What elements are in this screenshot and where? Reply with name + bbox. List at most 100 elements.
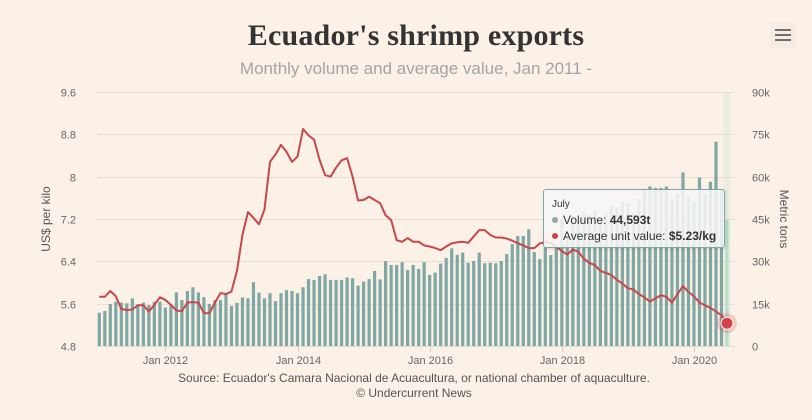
volume-bar[interactable] bbox=[262, 298, 267, 346]
volume-bar[interactable] bbox=[510, 244, 514, 346]
volume-bar[interactable] bbox=[472, 261, 476, 346]
volume-bar[interactable] bbox=[433, 272, 437, 346]
volume-bar[interactable] bbox=[450, 248, 454, 346]
volume-bar[interactable] bbox=[653, 187, 658, 346]
volume-bar[interactable] bbox=[543, 247, 547, 347]
volume-bar[interactable] bbox=[224, 293, 228, 346]
volume-bar[interactable] bbox=[521, 235, 525, 346]
volume-bar[interactable] bbox=[295, 293, 300, 346]
volume-bar[interactable] bbox=[703, 193, 707, 346]
volume-bar[interactable] bbox=[328, 279, 333, 346]
volume-bar[interactable] bbox=[664, 186, 669, 346]
volume-bar[interactable] bbox=[306, 279, 311, 346]
volume-bar[interactable] bbox=[191, 287, 195, 346]
volume-bar[interactable] bbox=[670, 199, 674, 346]
volume-bar[interactable] bbox=[202, 297, 206, 346]
volume-bar[interactable] bbox=[527, 229, 531, 346]
volume-bar[interactable] bbox=[114, 301, 118, 346]
volume-bar[interactable] bbox=[439, 263, 443, 346]
volume-bar[interactable] bbox=[317, 276, 322, 346]
volume-bar[interactable] bbox=[395, 265, 399, 346]
volume-bar[interactable] bbox=[697, 177, 702, 346]
volume-bar[interactable] bbox=[185, 290, 189, 346]
volume-bar[interactable] bbox=[163, 307, 167, 346]
volume-bar[interactable] bbox=[345, 277, 349, 346]
volume-bar[interactable] bbox=[642, 189, 647, 346]
volume-bar[interactable] bbox=[428, 274, 432, 346]
volume-bar[interactable] bbox=[593, 210, 597, 346]
volume-bar[interactable] bbox=[103, 311, 107, 346]
volume-bar[interactable] bbox=[422, 262, 426, 346]
volume-bar[interactable] bbox=[708, 181, 713, 346]
volume-bar[interactable] bbox=[681, 172, 685, 346]
volume-bar[interactable] bbox=[235, 302, 239, 346]
volume-bar[interactable] bbox=[571, 216, 575, 346]
volume-bar[interactable] bbox=[384, 261, 388, 346]
volume-bar[interactable] bbox=[229, 305, 234, 346]
volume-bar[interactable] bbox=[339, 279, 344, 346]
price-marker-highlighted[interactable] bbox=[720, 316, 734, 330]
volume-bar[interactable] bbox=[532, 252, 536, 346]
volume-bar[interactable] bbox=[130, 298, 134, 346]
volume-bar[interactable] bbox=[466, 262, 470, 346]
volume-bar[interactable] bbox=[207, 303, 212, 346]
volume-bar[interactable] bbox=[218, 300, 223, 346]
volume-bar[interactable] bbox=[125, 303, 129, 346]
volume-bar[interactable] bbox=[560, 219, 564, 346]
volume-bar[interactable] bbox=[180, 300, 184, 346]
volume-bar[interactable] bbox=[257, 292, 261, 346]
volume-bar[interactable] bbox=[461, 252, 465, 346]
volume-bar[interactable] bbox=[587, 214, 591, 346]
volume-bar[interactable] bbox=[301, 287, 305, 346]
volume-bar[interactable] bbox=[637, 199, 641, 346]
volume-bar[interactable] bbox=[373, 270, 377, 346]
volume-bar[interactable] bbox=[477, 252, 481, 346]
volume-bar[interactable] bbox=[576, 221, 580, 346]
volume-bar[interactable] bbox=[268, 293, 272, 346]
volume-bar[interactable] bbox=[136, 304, 140, 346]
volume-bar[interactable] bbox=[406, 270, 410, 346]
volume-bar[interactable] bbox=[455, 254, 459, 346]
volume-bar[interactable] bbox=[367, 279, 371, 346]
volume-bar[interactable] bbox=[196, 292, 201, 346]
volume-bar[interactable] bbox=[411, 265, 415, 346]
volume-bar[interactable] bbox=[516, 235, 520, 346]
volume-bar[interactable] bbox=[246, 298, 250, 346]
volume-bar[interactable] bbox=[565, 237, 569, 346]
volume-bar[interactable] bbox=[620, 202, 624, 346]
volume-bar[interactable] bbox=[279, 293, 283, 346]
volume-bar[interactable] bbox=[361, 281, 366, 346]
volume-bar[interactable] bbox=[692, 202, 696, 346]
volume-bar[interactable] bbox=[400, 262, 404, 346]
volume-bar[interactable] bbox=[554, 246, 558, 346]
volume-bar[interactable] bbox=[582, 211, 586, 346]
volume-bar[interactable] bbox=[147, 305, 151, 346]
volume-bar[interactable] bbox=[675, 193, 680, 346]
volume-bar[interactable] bbox=[505, 254, 509, 346]
volume-bar[interactable] bbox=[312, 279, 316, 346]
volume-bar[interactable] bbox=[169, 305, 173, 346]
volume-bar[interactable] bbox=[444, 257, 448, 346]
volume-bar[interactable] bbox=[686, 196, 691, 346]
price-line[interactable] bbox=[99, 128, 728, 324]
volume-bar[interactable] bbox=[549, 255, 553, 346]
volume-bar[interactable] bbox=[499, 261, 503, 346]
volume-bar[interactable] bbox=[97, 312, 101, 346]
volume-bar[interactable] bbox=[538, 259, 542, 346]
volume-bar[interactable] bbox=[108, 303, 112, 346]
volume-bar[interactable] bbox=[659, 187, 663, 346]
volume-bar[interactable] bbox=[273, 301, 278, 346]
volume-bar[interactable] bbox=[378, 279, 382, 346]
volume-bar[interactable] bbox=[494, 263, 498, 346]
volume-bar[interactable] bbox=[604, 213, 608, 346]
volume-bar[interactable] bbox=[488, 262, 492, 346]
volume-bar[interactable] bbox=[290, 290, 294, 346]
volume-bar[interactable] bbox=[141, 302, 145, 346]
volume-bar[interactable] bbox=[240, 297, 245, 346]
volume-bar[interactable] bbox=[334, 279, 338, 346]
volume-bar[interactable] bbox=[350, 278, 355, 346]
volume-bar[interactable] bbox=[284, 290, 289, 346]
volume-bar[interactable] bbox=[213, 300, 217, 346]
volume-bar[interactable] bbox=[356, 285, 360, 346]
volume-bar[interactable] bbox=[389, 265, 393, 346]
